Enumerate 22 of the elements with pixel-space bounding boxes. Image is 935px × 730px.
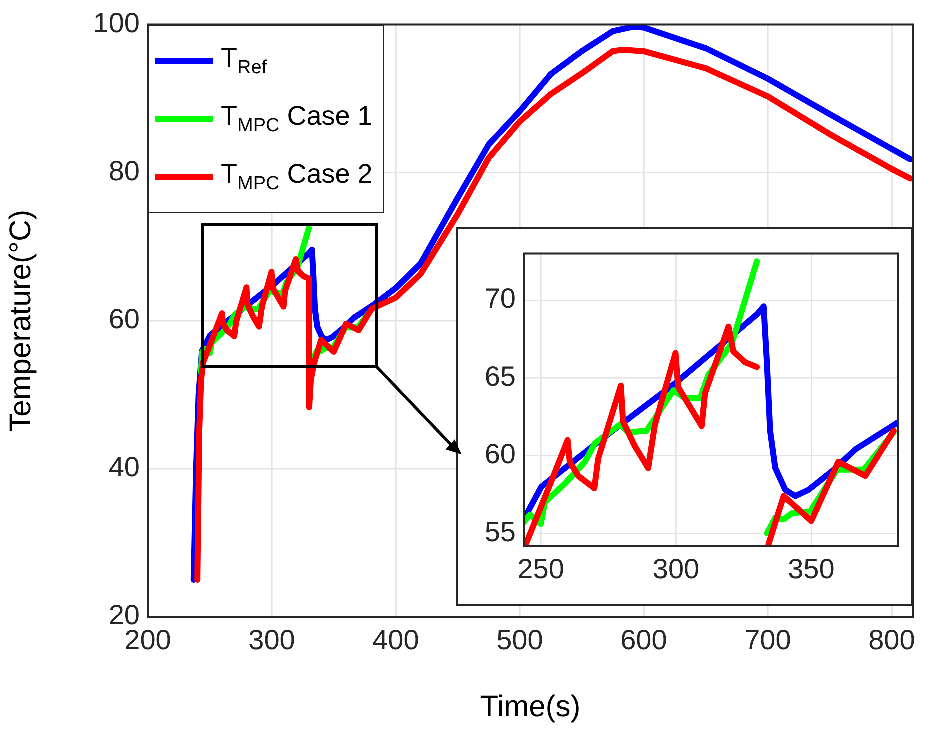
- x-tick-label: 250: [518, 554, 564, 585]
- x-tick-label: 300: [652, 554, 700, 585]
- x-tick-label: 350: [788, 554, 835, 585]
- y-tick-label: 100: [93, 8, 140, 39]
- legend-label: T$_{Ref}$: [221, 42, 268, 79]
- y-tick-label: 70: [484, 283, 516, 314]
- x-axis-title: Time(s): [480, 690, 581, 724]
- x-tick-label: 300: [248, 624, 296, 656]
- y-tick-label: 55: [484, 516, 516, 548]
- x-tick-label: 400: [372, 624, 420, 656]
- y-tick-label: 65: [484, 360, 516, 392]
- x-tick-label: 600: [620, 624, 668, 656]
- y-tick-label: 60: [108, 304, 140, 335]
- y-axis-title: Temperature(°C): [4, 210, 38, 432]
- y-tick-label: 40: [108, 452, 140, 483]
- y-tick-label: 80: [108, 156, 140, 187]
- x-tick-label: 500: [496, 624, 544, 656]
- x-tick-label: 800: [868, 624, 916, 656]
- x-tick-label: 700: [744, 624, 792, 656]
- legend-label: T$_{MPC}$ Case 1: [221, 100, 373, 137]
- legend-label: T$_{MPC}$ Case 2: [221, 158, 373, 195]
- y-tick-label: 60: [484, 438, 516, 470]
